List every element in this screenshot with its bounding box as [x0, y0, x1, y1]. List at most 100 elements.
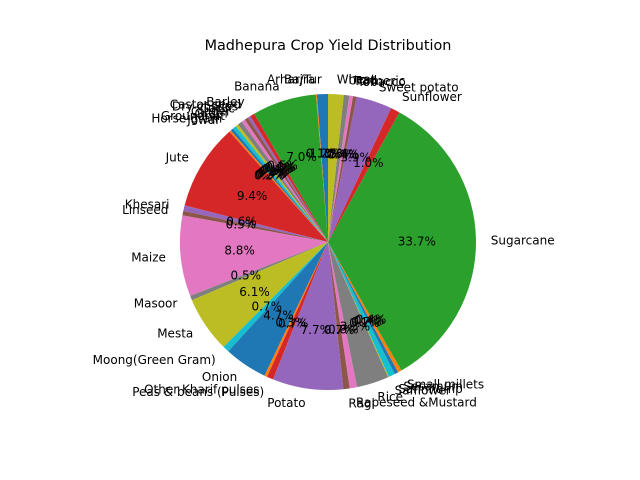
slice-label-19: Onion: [202, 370, 237, 384]
slice-percent-17: 6.1%: [239, 285, 270, 299]
pie-slice-25: [328, 242, 389, 388]
pie-slice-27: [328, 242, 395, 377]
slice-percent-2: 7.0%: [286, 150, 317, 164]
slice-label-27: Sannhamp: [398, 382, 462, 396]
slice-label-8: Gram: [194, 107, 227, 121]
slice-percent-14: 0.5%: [226, 218, 257, 232]
pie-slice-10: [230, 128, 328, 242]
slice-label-6: Garlic: [200, 102, 235, 116]
slice-percent-26: 0.1%: [349, 316, 380, 330]
pie-slice-30: [328, 112, 476, 371]
slice-label-23: Ragi: [348, 397, 374, 411]
pie-slice-7: [237, 121, 328, 242]
slice-percent-24: 0.8%: [328, 322, 359, 336]
pie-slice-32: [328, 96, 392, 242]
pie-slice-26: [328, 242, 389, 378]
slice-percent-31: 1.0%: [353, 156, 384, 170]
slice-label-5: Dry chillies: [172, 99, 238, 113]
slice-label-2: Banana: [234, 80, 280, 94]
slice-label-10: Horse-gram: [151, 111, 222, 125]
slice-percent-25: 3.5%: [340, 320, 371, 334]
slice-percent-30: 33.7%: [398, 234, 436, 248]
slice-label-13: Khesari: [125, 198, 170, 212]
pie-slice-1: [315, 94, 328, 242]
slice-label-31: Sunflower: [402, 90, 462, 104]
slice-label-15: Maize: [131, 251, 166, 265]
pie-slice-16: [190, 242, 328, 301]
slice-label-9: Groundnut: [161, 109, 225, 123]
pie-slice-19: [228, 242, 328, 376]
slice-label-36: Wheat: [337, 72, 376, 86]
pie-slice-24: [328, 242, 358, 389]
pie-slice-0: [316, 94, 328, 242]
pie-slice-31: [328, 108, 400, 242]
pie-slice-8: [235, 124, 328, 242]
slice-percent-5: 0.4%: [264, 161, 295, 175]
pie-slice-2: [254, 94, 328, 243]
slice-percent-11: 0.2%: [254, 168, 285, 182]
pie-slice-28: [328, 242, 399, 375]
slice-label-28: Sesamum: [403, 379, 463, 393]
pie-slices: [179, 94, 476, 390]
pie-slice-33: [328, 96, 357, 242]
slice-label-4: Castor seed: [170, 97, 241, 111]
slice-percent-23: 0.7%: [324, 323, 355, 337]
slice-label-12: Jute: [165, 151, 189, 165]
slice-label-25: Rice: [377, 390, 403, 404]
pie-slice-12: [184, 131, 328, 242]
slice-percent-21: 0.7%: [278, 317, 309, 331]
slice-percent-7: 0.5%: [260, 164, 291, 178]
slice-percent-0: 1.2%: [309, 146, 340, 160]
slice-label-33: Tobacco: [357, 75, 406, 89]
slice-percent-22: 7.7%: [301, 323, 332, 337]
slice-label-0: Arhar/Tur: [267, 72, 322, 86]
pie-slice-29: [328, 242, 402, 373]
slice-label-11: Jowar: [186, 113, 220, 127]
slice-label-29: Small millets: [407, 377, 484, 391]
pie-slice-17: [191, 242, 328, 347]
slice-percent-33: 0.4%: [329, 148, 360, 162]
pie-slice-18: [223, 242, 328, 352]
pie-slice-34: [328, 95, 354, 242]
slice-percent-16: 0.5%: [231, 269, 262, 283]
slice-percent-36: 1.7%: [318, 146, 349, 160]
slice-label-17: Mesta: [157, 326, 193, 340]
slice-percent-15: 8.8%: [224, 244, 255, 258]
slice-label-26: Safflower: [395, 384, 451, 398]
slice-percent-9: 0.4%: [257, 166, 288, 180]
pie-slice-11: [229, 130, 328, 242]
slice-percent-8: 0.3%: [258, 165, 289, 179]
slice-percent-6: 0.4%: [262, 162, 293, 176]
slice-label-3: Barley: [206, 95, 244, 109]
pie-slice-15: [179, 215, 328, 296]
slice-percent-4: 0.3%: [265, 160, 296, 174]
slice-label-1: Bajra: [284, 73, 315, 87]
pie-slice-22: [273, 242, 344, 390]
slice-label-14: Linseed: [122, 203, 168, 217]
pie-slice-21: [267, 242, 328, 380]
pie-slice-23: [328, 242, 350, 390]
pie-slice-35: [328, 94, 350, 242]
slice-label-21: Peas & beans (Pulses): [132, 385, 264, 399]
pie-slice-14: [182, 210, 328, 242]
slice-label-16: Masoor: [134, 297, 178, 311]
chart-title: Madhepura Crop Yield Distribution: [205, 38, 452, 54]
slice-percent-19: 4.7%: [263, 309, 294, 323]
slice-label-24: Rapeseed &Mustard: [356, 395, 477, 409]
pie-slice-6: [241, 119, 328, 242]
slice-percent-20: 0.3%: [275, 316, 306, 330]
slice-percent-34: 0.4%: [327, 147, 358, 161]
slice-label-32: Sweet potato: [379, 80, 459, 94]
slice-label-7: Ginger: [191, 104, 231, 118]
slice-percent-12: 9.4%: [237, 189, 268, 203]
slice-label-30: Sugarcane: [491, 234, 555, 248]
pie-slice-20: [264, 242, 328, 377]
slice-label-35: Urad: [348, 73, 377, 87]
pie-slice-9: [232, 126, 328, 242]
pie-slice-13: [183, 205, 328, 242]
slice-percent-32: 3.9%: [340, 151, 371, 165]
slice-percent-18: 0.7%: [252, 299, 283, 313]
slice-percent-28: 0.4%: [354, 314, 385, 328]
